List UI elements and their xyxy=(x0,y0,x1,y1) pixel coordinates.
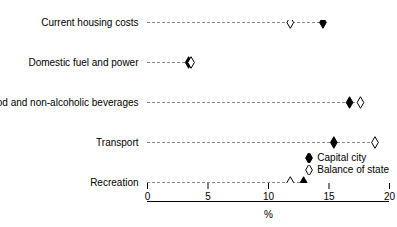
svg-text:20: 20 xyxy=(384,191,396,202)
svg-text:Food and non-alcoholic beverag: Food and non-alcoholic beverages xyxy=(0,97,139,108)
svg-text:0: 0 xyxy=(145,191,151,202)
svg-text:%: % xyxy=(264,209,273,220)
svg-text:Domestic fuel and power: Domestic fuel and power xyxy=(28,57,139,68)
svg-text:Transport: Transport xyxy=(96,137,139,148)
svg-text:Recreation: Recreation xyxy=(90,177,138,188)
svg-text:10: 10 xyxy=(263,191,275,202)
svg-text:Current housing costs: Current housing costs xyxy=(41,17,138,28)
html-text:Balance of state: Balance of state xyxy=(317,164,389,175)
svg-text:15: 15 xyxy=(323,191,335,202)
html-text:Capital city: Capital city xyxy=(317,152,367,163)
svg-text:5: 5 xyxy=(205,191,211,202)
